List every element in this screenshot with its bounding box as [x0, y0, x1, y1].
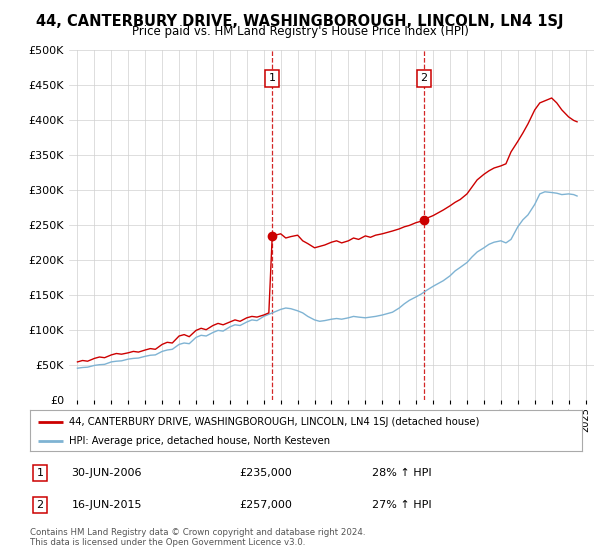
Text: 27% ↑ HPI: 27% ↑ HPI: [372, 500, 432, 510]
Text: 44, CANTERBURY DRIVE, WASHINGBOROUGH, LINCOLN, LN4 1SJ (detached house): 44, CANTERBURY DRIVE, WASHINGBOROUGH, LI…: [68, 417, 479, 427]
Text: 44, CANTERBURY DRIVE, WASHINGBOROUGH, LINCOLN, LN4 1SJ: 44, CANTERBURY DRIVE, WASHINGBOROUGH, LI…: [36, 14, 564, 29]
Text: 1: 1: [37, 468, 43, 478]
Text: HPI: Average price, detached house, North Kesteven: HPI: Average price, detached house, Nort…: [68, 436, 330, 446]
Text: £235,000: £235,000: [240, 468, 293, 478]
Text: 30-JUN-2006: 30-JUN-2006: [71, 468, 142, 478]
Text: 2: 2: [420, 73, 427, 83]
Text: 1: 1: [269, 73, 276, 83]
Text: 2: 2: [37, 500, 43, 510]
Text: 28% ↑ HPI: 28% ↑ HPI: [372, 468, 432, 478]
Text: £257,000: £257,000: [240, 500, 293, 510]
Text: Contains HM Land Registry data © Crown copyright and database right 2024.
This d: Contains HM Land Registry data © Crown c…: [30, 528, 365, 547]
Text: Price paid vs. HM Land Registry's House Price Index (HPI): Price paid vs. HM Land Registry's House …: [131, 25, 469, 38]
Text: 16-JUN-2015: 16-JUN-2015: [71, 500, 142, 510]
